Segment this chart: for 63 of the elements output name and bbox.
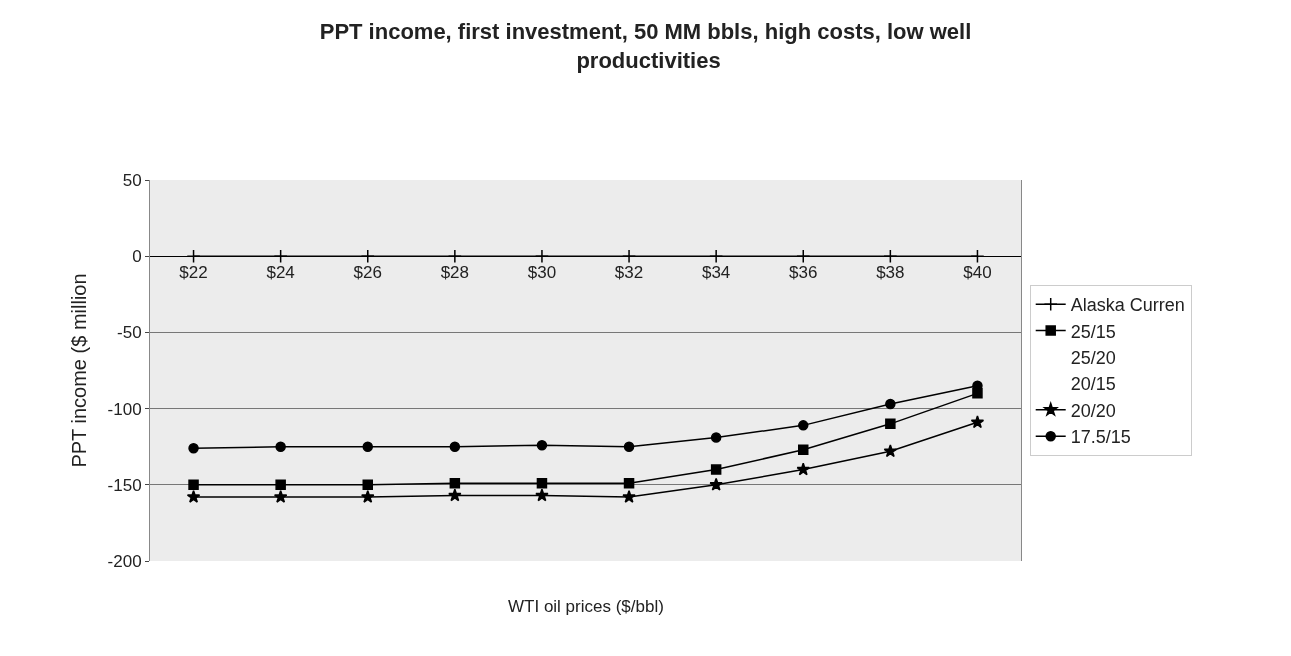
point: [885, 418, 896, 430]
point: [360, 249, 375, 264]
point: [798, 420, 809, 431]
x-tick-label: $34: [701, 262, 731, 282]
point: [970, 415, 985, 429]
point: [970, 249, 985, 264]
point: [449, 441, 461, 452]
point: [273, 489, 288, 503]
point: [275, 479, 286, 491]
x-tick-label: $40: [963, 262, 992, 282]
x-tick-label: $28: [440, 262, 470, 282]
x-tick-label: $36: [789, 262, 818, 282]
point: [447, 249, 462, 264]
point: [273, 249, 288, 264]
point: [883, 249, 898, 264]
point: [275, 441, 286, 452]
y-axis-title: PPT income ($ million: [68, 273, 91, 468]
chart-title: PPT income, first investment, 50 MM bbls, high costs, low well productivities: [319, 19, 972, 73]
x-tick-label: $32: [614, 262, 644, 282]
x-tick-label: $22: [179, 262, 208, 282]
text: 25/20: [1070, 348, 1116, 369]
point: [188, 442, 199, 454]
legend-label: 17.5/15: [1070, 427, 1131, 448]
point: [535, 488, 549, 502]
point: [186, 489, 201, 503]
point: [362, 479, 373, 491]
point: [623, 478, 635, 489]
x-tick-label: $26: [353, 262, 382, 282]
point: [885, 398, 896, 410]
point: [796, 462, 810, 476]
x-tick-label: $38: [876, 262, 905, 282]
point: [623, 441, 635, 452]
point: [622, 489, 636, 503]
point: [536, 439, 548, 451]
x-tick-label: $30: [527, 262, 557, 282]
y-tick-label: 0: [132, 247, 142, 267]
text: 20/15: [1070, 374, 1116, 395]
legend-label: 20/20: [1070, 400, 1116, 421]
legend-label: 25/15: [1070, 321, 1116, 342]
point: [798, 444, 809, 455]
y-tick-label: -100: [107, 399, 142, 419]
point: [188, 479, 199, 491]
y-tick-label: -200: [107, 551, 142, 571]
y-tick-label: -50: [117, 323, 142, 343]
point: [186, 249, 201, 264]
point: [796, 249, 811, 264]
point: [710, 432, 722, 443]
point: [622, 249, 637, 264]
point: [710, 464, 722, 475]
legend-label: Alaska Curren: [1070, 295, 1185, 316]
y-tick-label: 50: [122, 170, 142, 190]
point: [709, 477, 723, 491]
point: [448, 488, 462, 502]
point: [883, 444, 898, 458]
point: [709, 249, 724, 264]
point: [536, 478, 548, 489]
point: [362, 441, 373, 452]
y-tick-label: -150: [107, 475, 142, 495]
point: [449, 478, 461, 489]
x-tick-label: $24: [266, 262, 295, 282]
point: [534, 249, 549, 264]
point: [361, 489, 375, 503]
x-axis-title: WTI oil prices ($/bbl): [508, 597, 664, 616]
